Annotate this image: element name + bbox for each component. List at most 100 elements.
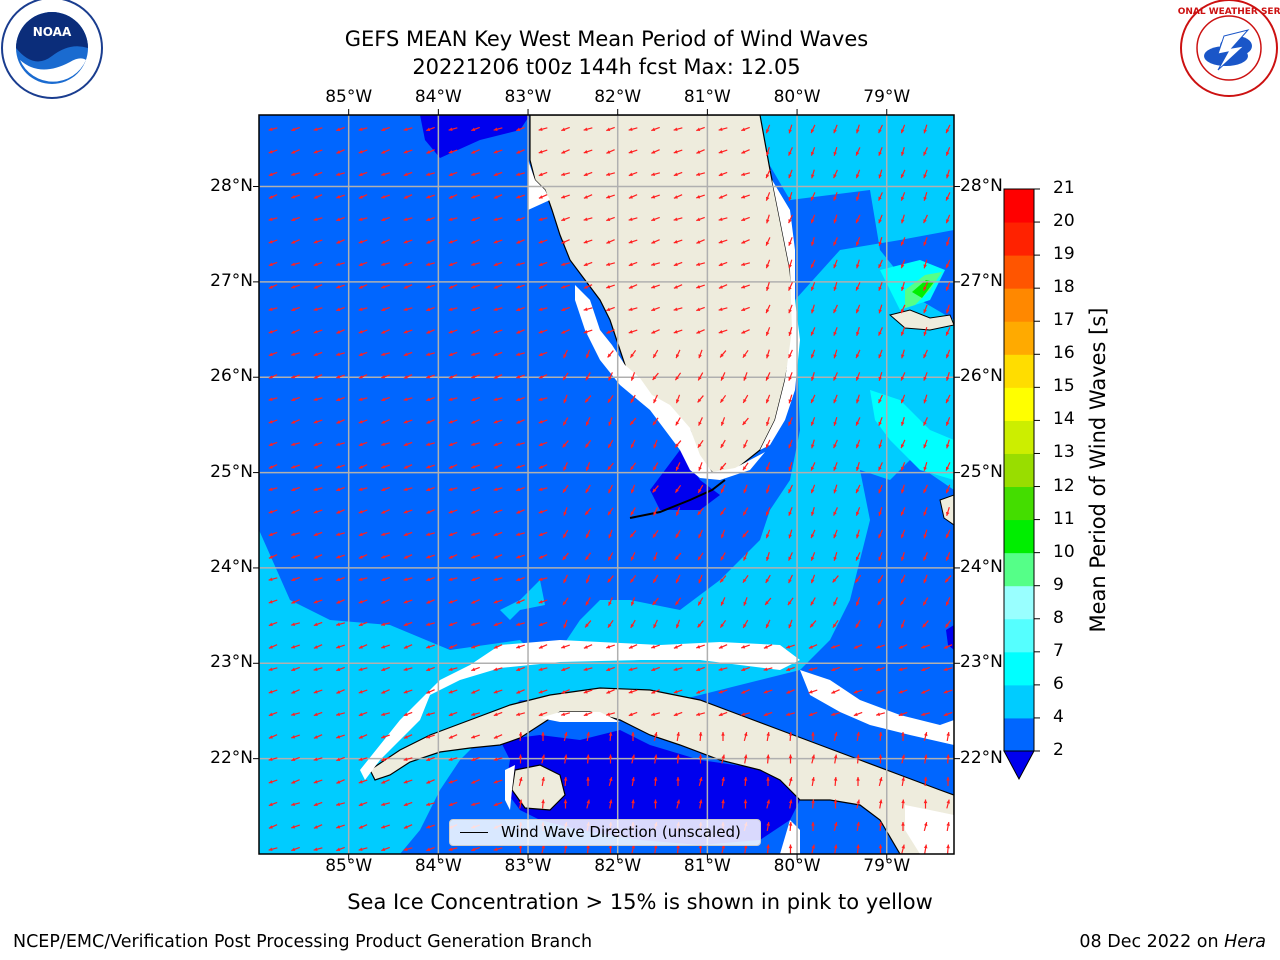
- wind-arrow: [788, 462, 793, 471]
- wind-arrow: [268, 667, 278, 671]
- wind-arrow: [471, 689, 480, 694]
- wind-arrow: [921, 644, 930, 649]
- colorbar-tick-label: 8: [1053, 607, 1064, 628]
- wind-arrow: [516, 554, 525, 559]
- colorbar-bin: [1004, 354, 1034, 388]
- wind-arrow: [833, 439, 838, 449]
- legend-line-symbol: [460, 832, 488, 833]
- wind-arrow: [493, 509, 503, 514]
- wind-arrow: [426, 329, 435, 334]
- wind-arrow: [471, 734, 480, 739]
- wind-arrow: [741, 306, 750, 312]
- wind-arrow: [403, 689, 413, 694]
- wind-arrow: [358, 464, 368, 469]
- wind-arrow: [313, 509, 323, 514]
- wind-arrow: [493, 689, 503, 694]
- wind-arrow: [766, 754, 770, 764]
- wind-arrow: [898, 711, 908, 717]
- wind-arrow: [336, 486, 345, 492]
- wind-arrow: [719, 350, 727, 358]
- wind-arrow: [921, 689, 930, 694]
- wind-arrow: [606, 194, 615, 199]
- wind-arrow: [921, 666, 930, 672]
- wind-arrow: [898, 667, 908, 671]
- colorbar-bin: [1004, 222, 1034, 256]
- wind-arrow: [403, 329, 413, 334]
- wind-arrow: [516, 419, 525, 424]
- wind-arrow: [291, 666, 300, 672]
- wind-arrow: [923, 304, 928, 314]
- wind-arrow: [471, 374, 480, 379]
- wind-arrow: [493, 441, 503, 447]
- wind-arrow: [336, 306, 345, 312]
- wind-arrow: [403, 847, 413, 851]
- wind-arrow: [403, 464, 413, 469]
- wind-arrow: [788, 821, 793, 832]
- wind-arrow: [673, 194, 683, 199]
- wind-arrow: [741, 644, 750, 649]
- wind-arrow: [381, 599, 390, 604]
- wind-arrow: [584, 395, 592, 403]
- wind-arrow: [381, 149, 390, 154]
- wind-arrow: [697, 507, 704, 516]
- wind-arrow: [268, 509, 278, 514]
- wind-arrow: [380, 172, 391, 176]
- wind-arrow: [923, 237, 928, 246]
- wind-arrow: [313, 441, 323, 447]
- wind-arrow: [358, 689, 368, 694]
- wind-arrow: [313, 847, 323, 851]
- wind-arrow: [471, 306, 480, 312]
- wind-arrow: [833, 597, 838, 606]
- wind-arrow: [403, 217, 413, 221]
- wind-arrow: [336, 779, 345, 784]
- wind-arrow: [493, 757, 503, 761]
- wind-arrow: [651, 329, 660, 334]
- wind-arrow: [313, 734, 323, 739]
- wind-arrow: [945, 462, 951, 471]
- wind-arrow: [381, 666, 390, 672]
- wind-arrow: [268, 419, 278, 424]
- wind-arrow: [810, 507, 815, 516]
- wind-arrow: [922, 620, 929, 628]
- wind-arrow: [788, 529, 793, 539]
- wind-arrow: [651, 216, 660, 222]
- wind-arrow: [741, 126, 750, 132]
- wind-arrow: [900, 394, 906, 404]
- wind-arrow: [718, 307, 728, 311]
- wind-arrow: [900, 484, 905, 494]
- wind-arrow: [831, 689, 840, 694]
- wind-arrow: [606, 666, 615, 672]
- wind-arrow: [696, 216, 705, 222]
- wind-arrow: [833, 282, 838, 291]
- wind-arrow: [381, 486, 390, 492]
- wind-arrow: [268, 374, 278, 379]
- wind-arrow: [718, 127, 728, 131]
- wind-arrow: [380, 712, 391, 716]
- wind-arrow: [471, 194, 480, 199]
- wind-arrow: [651, 666, 660, 672]
- wind-arrow: [833, 821, 838, 832]
- wind-arrow: [697, 552, 704, 561]
- wind-arrow: [563, 462, 568, 471]
- wind-arrow: [426, 374, 435, 379]
- wind-arrow: [698, 349, 703, 359]
- wind-arrow: [313, 171, 323, 177]
- wind-arrow: [313, 194, 323, 199]
- wind-arrow: [653, 394, 658, 404]
- wind-arrow: [381, 329, 390, 334]
- wind-arrow: [743, 776, 748, 787]
- wind-arrow: [425, 352, 436, 356]
- wind-arrow: [448, 374, 458, 379]
- wind-arrow: [628, 284, 638, 289]
- wind-arrow: [607, 552, 614, 561]
- wind-arrow: [471, 464, 480, 469]
- wind-arrow: [448, 644, 458, 649]
- colorbar: [1003, 188, 1040, 781]
- wind-arrow: [515, 532, 526, 536]
- wind-arrow: [516, 599, 525, 604]
- wind-arrow: [741, 329, 750, 334]
- wind-arrow: [810, 484, 816, 494]
- wind-arrow: [538, 487, 548, 491]
- wind-arrow: [358, 667, 368, 671]
- wind-arrow: [765, 327, 771, 336]
